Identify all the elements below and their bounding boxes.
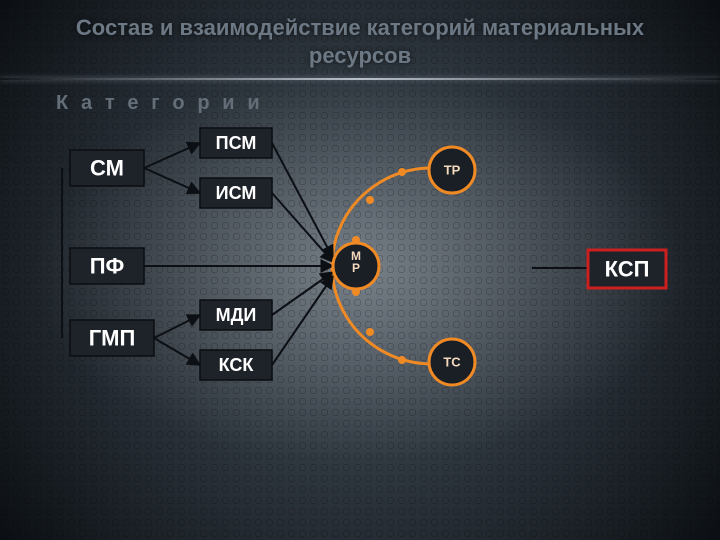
arrow-gmp-mdi [154,315,200,338]
diagram: СМ ПФ ГМП ПСМ ИСМ МДИ КСК МР ТР ТС КСП [0,0,720,540]
arrow-ksk-mr [272,276,333,365]
box-label-pf: ПФ [90,254,125,279]
slide: Состав и взаимодействие категорий матери… [0,0,720,540]
ring-dot [398,356,406,364]
arrow-ism-mr [272,193,333,262]
circle-label-tr: ТР [444,163,461,178]
arrow-gmp-ksk [154,338,200,365]
ring-dot [398,168,406,176]
arrow-mdi-mr [272,272,333,315]
box-label-ksp: КСП [605,257,650,282]
arrow-sm-ism [144,168,200,193]
box-label-ksk: КСК [219,355,255,375]
box-label-gmp: ГМП [89,326,136,351]
arrow-sm-psm [144,143,200,168]
box-label-psm: ПСМ [216,133,257,153]
ring-dot [366,196,374,204]
box-label-mdi: МДИ [216,305,257,325]
circle-label-mr: МР [351,249,361,275]
box-label-sm: СМ [90,156,124,181]
ring-dot [366,328,374,336]
arrow-psm-mr [272,143,333,258]
circle-label-tc: ТС [443,355,461,370]
box-label-ism: ИСМ [216,183,257,203]
